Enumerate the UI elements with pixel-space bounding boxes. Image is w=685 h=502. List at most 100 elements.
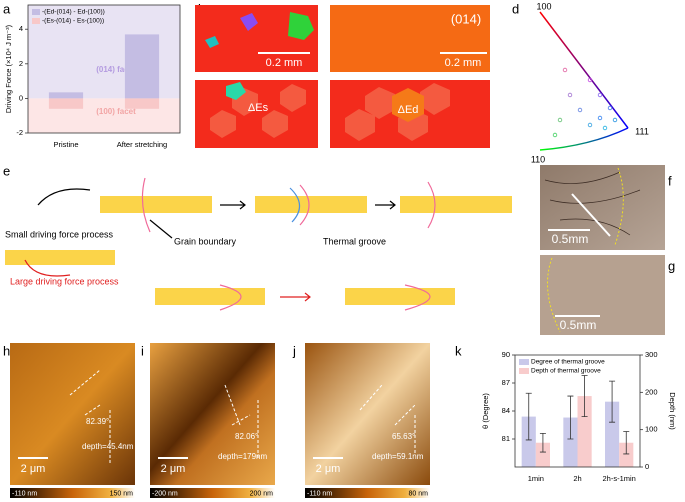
afm-image [305,343,430,485]
bar [521,416,536,467]
sample-bar [100,196,212,213]
x-tick-label: After stretching [117,140,167,149]
panel-letter: h [3,343,10,358]
y2-tick-label: 100 [645,425,658,434]
bar [124,98,160,109]
error-bar [623,431,630,455]
scale-label: 0.5mm [552,232,589,246]
panel-letter: g [668,258,675,273]
bar [535,442,550,467]
x-tick-label: 2h [573,474,581,483]
error-bar [539,433,546,453]
ebsd-map [330,5,490,72]
grain [226,82,246,100]
depth-label: depth=59.1nm [372,452,424,461]
panel-j: 65.63° depth=59.1nm 2 μm -110 nm 80 nm [305,343,430,498]
arrow [280,292,311,302]
legend-swatch [32,9,40,15]
depth-label: depth=179nm [218,452,267,461]
y-axis-title: Driving Force (×10⁴ J m⁻³) [4,24,13,113]
panel-letter: a [3,1,11,16]
grain-boundary [289,187,301,223]
sample-bar [345,288,455,305]
grain [392,88,424,122]
photo [540,165,665,250]
process-label: Small driving force process [5,229,114,239]
annotation: Thermal groove [323,236,386,246]
panel-d: 100 111 110 [531,1,649,164]
afm-image [150,343,275,485]
colorbar [305,488,430,498]
guide-line [224,384,259,460]
sample-bar [5,250,115,265]
x-tick-label: Pristine [53,140,78,149]
panel-b: 0.2 mm ΔEs [195,5,318,148]
annotation: ΔEd [398,104,419,116]
process-label: Large driving force process [10,276,119,286]
pole-label: 100 [536,1,551,11]
y-tick-label: 90 [502,350,510,359]
legend-swatch [32,18,40,24]
y-tick-label: 2 [19,59,23,68]
bar [605,401,620,467]
bar [48,98,84,109]
scale-label: 2 μm [21,463,46,475]
region-label: (014) facet [96,65,136,74]
bar [124,34,160,99]
pole-label: 110 [531,154,545,164]
scale-label: 0.2 mm [445,57,482,69]
arrow [149,219,173,239]
error-bar [567,395,574,440]
annotation: Grain boundary [174,236,237,246]
legend-label: Degree of thermal groove [531,359,605,366]
y2-tick-label: 200 [645,387,658,396]
y-tick-label: 84 [502,406,510,415]
legend-label: -(Es-(014) - Es-(100)) [42,18,104,25]
panel-letter: f [668,173,672,188]
colorbar [150,488,275,498]
guide-line [359,384,416,455]
y-tick-label: 81 [502,434,510,443]
panel-letter: d [512,1,519,16]
grain [288,12,314,40]
sample-bar [155,288,265,305]
x-tick-label: 1min [528,474,544,483]
colorbar-label: -110 nm [12,490,37,497]
y2-axis-title: Depth (nm) [668,392,677,430]
arrow [571,193,611,237]
colorbar-label: 150 nm [110,490,134,497]
panel-letter: i [141,343,144,358]
y-tick-label: 4 [19,24,23,33]
colorbar-label: 200 nm [250,490,274,497]
orientation-label: (014) [451,11,481,26]
scale-label: 0.2 mm [266,57,303,69]
grain [240,13,258,31]
sample-bar [400,196,512,213]
y2-tick-label: 300 [645,350,658,359]
colorbar-label: -200 nm [152,490,178,497]
colorbar-label: 80 nm [409,490,429,497]
panel-f: 0.5mm [540,165,665,250]
sample-bar [255,196,367,213]
pole-label: 111 [635,126,649,136]
ipf-edge [539,11,629,129]
error-bar [525,392,532,441]
panel-i: 82.06° depth=179nm 2 μm -200 nm 200 nm [150,343,275,498]
axis-frame [27,4,181,134]
bar [619,442,634,467]
x-tick-label: 2h-s-1min [602,474,635,483]
panel-c: (014) 0.2 mm ΔEd [330,5,490,148]
boundary [547,257,561,333]
scale-label: 2 μm [316,463,341,475]
photo [540,255,665,335]
panel-e: Small driving force process Grain bounda… [5,177,512,311]
annotation: ΔEs [248,102,269,114]
angle-label: 82.39° [86,417,109,426]
arrow [37,188,91,206]
bar [48,92,84,99]
bar [563,417,578,467]
region-label: (100) facet [96,107,136,116]
panel-h: 82.39° depth=45.4nm 2 μm -110 nm 150 nm [10,343,135,498]
